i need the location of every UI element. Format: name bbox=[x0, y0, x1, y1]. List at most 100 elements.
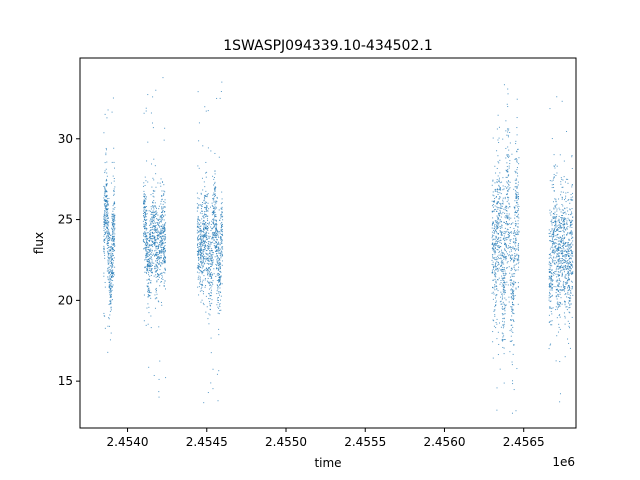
data-point bbox=[516, 127, 518, 129]
data-point bbox=[106, 205, 108, 207]
data-point bbox=[111, 289, 113, 291]
data-point bbox=[552, 233, 554, 235]
data-point bbox=[548, 229, 550, 231]
data-point bbox=[554, 227, 556, 229]
data-point bbox=[553, 232, 555, 234]
data-point bbox=[516, 179, 518, 181]
data-point bbox=[204, 211, 206, 213]
data-point bbox=[496, 240, 498, 242]
data-point bbox=[106, 226, 108, 228]
data-point bbox=[497, 194, 499, 195]
data-point bbox=[198, 248, 200, 250]
data-point bbox=[155, 287, 157, 289]
data-point bbox=[153, 221, 155, 223]
data-point bbox=[568, 293, 570, 295]
data-point bbox=[495, 240, 497, 242]
data-point bbox=[148, 290, 150, 292]
data-point bbox=[220, 282, 222, 284]
data-point bbox=[505, 157, 507, 159]
data-point bbox=[213, 209, 215, 211]
data-point bbox=[158, 276, 160, 278]
data-point bbox=[566, 282, 568, 284]
data-point bbox=[568, 246, 570, 248]
data-point bbox=[557, 265, 559, 267]
data-point bbox=[498, 212, 500, 214]
data-point bbox=[219, 219, 221, 221]
data-point bbox=[197, 239, 199, 241]
data-point bbox=[217, 246, 219, 248]
data-point bbox=[567, 320, 569, 322]
data-point bbox=[510, 260, 512, 262]
data-point bbox=[205, 208, 207, 210]
data-point bbox=[161, 206, 163, 208]
data-point bbox=[554, 217, 556, 219]
data-point bbox=[105, 195, 107, 197]
data-point bbox=[500, 257, 502, 259]
data-point bbox=[203, 202, 205, 204]
data-point bbox=[569, 224, 571, 226]
data-point bbox=[505, 267, 507, 269]
data-point bbox=[563, 250, 565, 252]
data-point bbox=[496, 249, 498, 251]
data-point bbox=[509, 142, 511, 144]
data-point bbox=[148, 252, 150, 254]
data-point bbox=[514, 257, 516, 259]
data-point bbox=[106, 227, 108, 229]
data-point bbox=[569, 255, 571, 257]
data-point bbox=[204, 258, 206, 260]
data-point bbox=[109, 278, 111, 280]
data-point bbox=[208, 267, 209, 269]
data-point bbox=[499, 202, 501, 204]
data-point bbox=[493, 245, 495, 247]
data-point bbox=[511, 250, 513, 252]
data-point bbox=[103, 213, 105, 215]
data-point bbox=[511, 232, 513, 234]
data-point bbox=[220, 283, 222, 285]
data-point bbox=[511, 259, 513, 261]
data-point bbox=[162, 209, 164, 211]
data-point bbox=[502, 277, 504, 279]
data-point bbox=[108, 250, 110, 252]
data-point bbox=[496, 318, 498, 320]
data-point bbox=[571, 184, 573, 186]
data-point bbox=[110, 290, 112, 292]
data-point bbox=[201, 218, 203, 220]
data-point bbox=[513, 320, 515, 322]
data-point bbox=[149, 282, 151, 284]
data-point bbox=[551, 240, 553, 242]
data-point bbox=[501, 271, 503, 272]
data-point bbox=[571, 287, 573, 289]
data-point bbox=[201, 204, 203, 206]
data-point bbox=[206, 238, 208, 240]
data-point bbox=[150, 271, 152, 273]
data-point bbox=[104, 228, 106, 230]
data-point bbox=[551, 228, 553, 230]
data-point bbox=[555, 286, 557, 288]
data-point bbox=[146, 260, 148, 262]
data-point bbox=[104, 239, 106, 241]
data-point bbox=[493, 238, 495, 240]
data-point bbox=[203, 220, 205, 222]
data-point bbox=[202, 250, 204, 252]
data-point bbox=[144, 203, 146, 205]
data-point bbox=[550, 282, 552, 284]
data-point bbox=[549, 282, 551, 284]
data-point bbox=[163, 235, 165, 237]
data-point bbox=[145, 229, 147, 231]
data-point bbox=[505, 246, 507, 248]
data-point bbox=[156, 236, 158, 238]
data-point bbox=[111, 286, 113, 288]
data-point bbox=[497, 189, 498, 191]
data-point bbox=[162, 260, 164, 262]
data-point bbox=[556, 250, 558, 252]
data-point bbox=[515, 205, 517, 207]
data-point bbox=[202, 302, 204, 304]
data-point bbox=[201, 263, 203, 265]
data-point bbox=[158, 208, 160, 210]
data-point bbox=[151, 220, 153, 222]
data-point bbox=[516, 216, 518, 218]
data-point bbox=[207, 254, 209, 256]
data-point bbox=[112, 208, 114, 210]
data-point bbox=[495, 300, 497, 302]
data-point bbox=[107, 231, 109, 233]
